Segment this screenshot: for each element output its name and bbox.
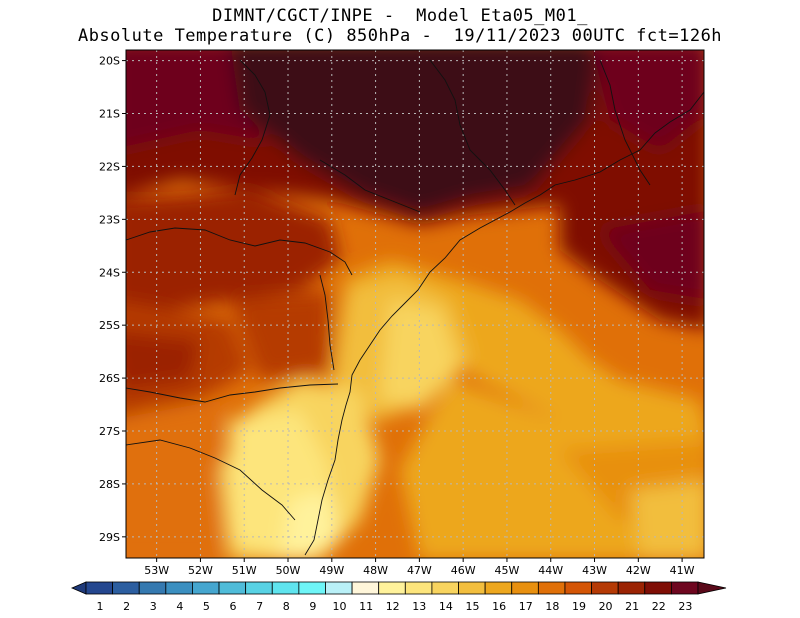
lon-label: 46W bbox=[451, 564, 476, 577]
colorbar-label: 8 bbox=[283, 600, 290, 613]
colorbar-swatch bbox=[484, 581, 513, 595]
colorbar-label: 3 bbox=[150, 600, 157, 613]
colorbar-swatch bbox=[537, 581, 566, 595]
lon-label: 43W bbox=[582, 564, 607, 577]
colorbar-swatch bbox=[617, 581, 646, 595]
colorbar-label: 12 bbox=[386, 600, 400, 613]
colorbar-label: 22 bbox=[652, 600, 666, 613]
colorbar-label: 11 bbox=[359, 600, 373, 613]
colorbar-swatch bbox=[458, 581, 486, 595]
lon-label: 44W bbox=[538, 564, 563, 577]
colorbar-label: 2 bbox=[123, 600, 130, 613]
colorbar-swatch bbox=[165, 581, 193, 595]
colorbar-label: 9 bbox=[309, 600, 316, 613]
lat-label: 23S bbox=[99, 213, 120, 226]
colorbar-label: 7 bbox=[256, 600, 263, 613]
colorbar-label: 6 bbox=[230, 600, 237, 613]
colorbar-label: 5 bbox=[203, 600, 210, 613]
colorbar-swatch bbox=[670, 581, 699, 595]
longitude-labels: 53W 52W 51W 50W 49W 48W 47W 46W 45W 44W 43W 42W 41W bbox=[144, 558, 695, 577]
colorbar-swatch bbox=[404, 581, 433, 595]
lat-label: 26S bbox=[99, 372, 120, 385]
colorbar-label: 10 bbox=[332, 600, 346, 613]
colorbar-swatch bbox=[271, 581, 300, 595]
colorbar-swatch bbox=[192, 581, 220, 595]
colorbar-swatch bbox=[591, 581, 619, 595]
colorbar-swatch bbox=[112, 581, 140, 595]
colorbar-swatch bbox=[245, 581, 273, 595]
lon-label: 47W bbox=[407, 564, 432, 577]
colorbar-swatch bbox=[511, 581, 539, 595]
colorbar-label: 15 bbox=[466, 600, 480, 613]
colorbar-swatch bbox=[431, 581, 459, 595]
colorbar-swatch bbox=[564, 581, 592, 595]
colorbar-label: 23 bbox=[678, 600, 692, 613]
lat-label: 28S bbox=[99, 478, 120, 491]
colorbar-swatch bbox=[138, 581, 167, 595]
latitude-labels: 20S 21S 22S 23S 24S 25S 26S 27S 28S 29S bbox=[99, 55, 126, 544]
lat-label: 20S bbox=[99, 55, 120, 68]
colorbar-swatch bbox=[298, 581, 326, 595]
lat-label: 24S bbox=[99, 266, 120, 279]
colorbar-low-arrow bbox=[70, 581, 87, 595]
colorbar-swatch bbox=[218, 581, 247, 595]
colorbar-label: 16 bbox=[492, 600, 506, 613]
lon-label: 51W bbox=[232, 564, 257, 577]
colorbar-high-arrow bbox=[697, 581, 727, 595]
lat-label: 21S bbox=[99, 108, 120, 121]
map-frame bbox=[125, 49, 705, 559]
temperature-field bbox=[126, 50, 704, 558]
colorbar-label: 18 bbox=[545, 600, 559, 613]
colorbar: 1 2 3 4 5 6 7 8 9 10 11 12 13 14 15 16 17 18 19 20 21 22 23 bbox=[70, 581, 727, 613]
colorbar-label: 21 bbox=[625, 600, 639, 613]
lon-label: 41W bbox=[670, 564, 695, 577]
colorbar-label: 17 bbox=[519, 600, 533, 613]
colorbar-label: 14 bbox=[439, 600, 453, 613]
lon-label: 48W bbox=[363, 564, 388, 577]
colorbar-swatch bbox=[85, 581, 114, 595]
lat-label: 29S bbox=[99, 531, 120, 544]
graticule bbox=[126, 50, 704, 558]
map-title-line-1: DIMNT/CGCT/INPE - Model Eta05_M01_ bbox=[212, 6, 588, 26]
lon-label: 50W bbox=[276, 564, 301, 577]
colorbar-label: 20 bbox=[599, 600, 613, 613]
map-title-line-2: Absolute Temperature (C) 850hPa - 19/11/… bbox=[77, 26, 723, 46]
colorbar-label: 4 bbox=[176, 600, 183, 613]
lat-label: 27S bbox=[99, 425, 120, 438]
lon-label: 45W bbox=[495, 564, 520, 577]
colorbar-label: 19 bbox=[572, 600, 586, 613]
lon-label: 53W bbox=[144, 564, 169, 577]
lat-label: 22S bbox=[99, 160, 120, 173]
colorbar-label: 1 bbox=[97, 600, 104, 613]
lon-label: 49W bbox=[319, 564, 344, 577]
coastlines-and-borders bbox=[126, 59, 704, 556]
lat-label: 25S bbox=[99, 319, 120, 332]
lon-label: 42W bbox=[626, 564, 651, 577]
colorbar-swatch bbox=[378, 581, 406, 595]
colorbar-swatch bbox=[325, 581, 353, 595]
colorbar-label: 13 bbox=[412, 600, 426, 613]
colorbar-swatch bbox=[351, 581, 380, 595]
lon-label: 52W bbox=[188, 564, 213, 577]
colorbar-swatch bbox=[644, 581, 672, 595]
